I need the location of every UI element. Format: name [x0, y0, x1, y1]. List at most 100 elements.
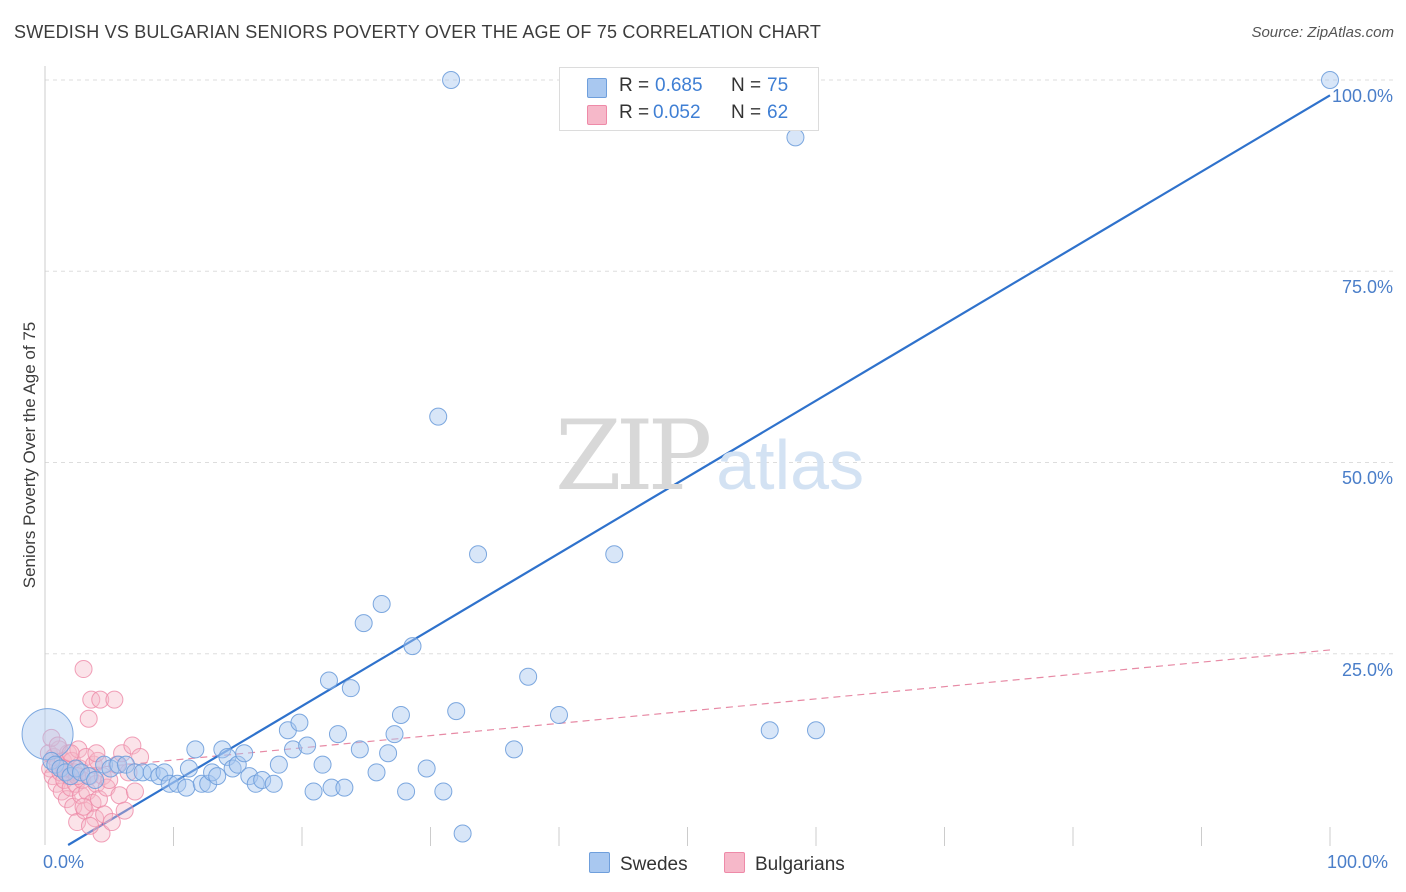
swedes-point: [550, 705, 568, 724]
axis-layer: [44, 66, 1331, 846]
swedes-point: [469, 545, 488, 564]
swedes-point: [218, 748, 237, 767]
grid-layer: [45, 79, 1394, 655]
swedes-point: [298, 736, 317, 755]
swedes-point: [429, 407, 448, 426]
swedes-point: [304, 782, 323, 801]
swedes-point: [168, 774, 187, 793]
correlation-legend: R = 0.685 N = 75 R = 0.052 N = 62: [559, 67, 819, 131]
bulgarians-point: [57, 790, 76, 809]
swedes-point: [290, 713, 309, 732]
legend-r-label: R =: [619, 102, 650, 123]
y-tick-label-100: 100.0%: [1331, 86, 1393, 106]
bulgarians-legend-label: Bulgarians: [755, 854, 845, 875]
swedes-point: [269, 755, 288, 774]
x-tick-label-100: 100.0%: [1327, 852, 1389, 872]
swedes-trendline: [67, 94, 1331, 846]
swedes-point: [319, 671, 338, 690]
bulgarians-point: [125, 782, 144, 801]
bulgarians-point: [95, 805, 114, 824]
y-tick-label-50: 50.0%: [1341, 468, 1393, 488]
swedes-point: [1321, 71, 1339, 89]
legend-bulgarians-n: 62: [767, 102, 789, 123]
swedes-point: [109, 755, 128, 774]
bottom-legend-swedes: Swedes: [589, 852, 688, 876]
swedes-point: [335, 778, 354, 797]
swedes-point: [807, 721, 825, 740]
swedes-point: [442, 71, 461, 89]
swedes-point: [367, 763, 386, 782]
bulgarians-point: [74, 660, 93, 679]
swedes-point: [354, 614, 373, 633]
swedes-point: [760, 721, 779, 740]
swedes-point: [186, 740, 205, 759]
swedes-point: [253, 770, 272, 789]
y-tick-label-75: 75.0%: [1341, 277, 1393, 297]
bulgarians-point: [74, 797, 93, 816]
swedes-point: [379, 744, 398, 763]
swedes-point: [199, 774, 218, 793]
swedes-point: [322, 778, 341, 797]
swedes-point: [116, 755, 135, 774]
swedes-point: [786, 128, 805, 147]
swedes-point: [391, 705, 410, 724]
swedes-point: [434, 782, 453, 801]
swedes-point: [177, 778, 196, 797]
swedes-legend-label: Swedes: [620, 854, 688, 875]
legend-bulgarians-r: 0.052: [653, 102, 701, 123]
swedes-point: [328, 725, 347, 744]
swedes-point: [397, 782, 416, 801]
swedes-point: [192, 774, 211, 793]
legend-swedes-n: 75: [767, 75, 789, 96]
swedes-point: [372, 595, 391, 614]
swedes-point: [284, 740, 303, 759]
bulgarians-point: [110, 786, 129, 805]
swedes-point: [208, 767, 227, 786]
swedes-point: [403, 637, 422, 656]
swedes-point: [350, 740, 369, 759]
bulgarians-point: [115, 801, 134, 820]
y-tick-label-25: 25.0%: [1341, 660, 1393, 680]
bottom-legend-bulgarians: Bulgarians: [724, 852, 845, 876]
bulgarians-legend-swatch: [724, 852, 745, 873]
bulgarians-point: [42, 728, 61, 747]
bulgarians-point: [79, 709, 98, 728]
swedes-point: [417, 759, 436, 778]
swedes-point: [385, 725, 404, 744]
y-axis-label: Seniors Poverty Over the Age of 75: [20, 321, 39, 589]
swedes-point: [313, 755, 332, 774]
x-tick-label-0: 0.0%: [43, 852, 85, 872]
swedes-point: [264, 774, 283, 793]
legend-n-label: N =: [731, 75, 762, 96]
swedes-swatch: [587, 78, 607, 98]
swedes-points: [21, 71, 1339, 843]
legend-r-label: R =: [619, 75, 650, 96]
legend-swedes-r: 0.685: [655, 75, 703, 96]
swedes-legend-swatch: [589, 852, 610, 873]
source-label: Source: ZipAtlas.com: [1251, 24, 1394, 41]
swedes-point: [86, 770, 105, 789]
swedes-point: [235, 744, 254, 763]
bulgarians-point: [80, 816, 99, 835]
chart-title: SWEDISH VS BULGARIAN SENIORS POVERTY OVE…: [14, 22, 822, 42]
swedes-point: [519, 667, 538, 686]
swedes-point: [160, 774, 179, 793]
swedes-point: [179, 759, 198, 778]
swedes-point: [605, 545, 624, 564]
swedes-point: [505, 740, 524, 759]
bulgarians-points: [39, 660, 150, 843]
swedes-point: [447, 702, 466, 721]
bulgarians-point: [105, 690, 124, 709]
bulgarians-point: [91, 690, 110, 709]
bulgarians-point: [113, 744, 132, 763]
swedes-point: [341, 679, 360, 698]
trendline-layer: [44, 94, 1331, 846]
swedes-point: [228, 755, 247, 774]
swedes-point: [155, 763, 174, 782]
bulgarians-point: [102, 813, 121, 832]
swedes-point: [21, 708, 74, 761]
bulgarians-swatch: [587, 105, 607, 125]
legend-n-label: N =: [731, 102, 762, 123]
swedes-point: [453, 824, 472, 843]
